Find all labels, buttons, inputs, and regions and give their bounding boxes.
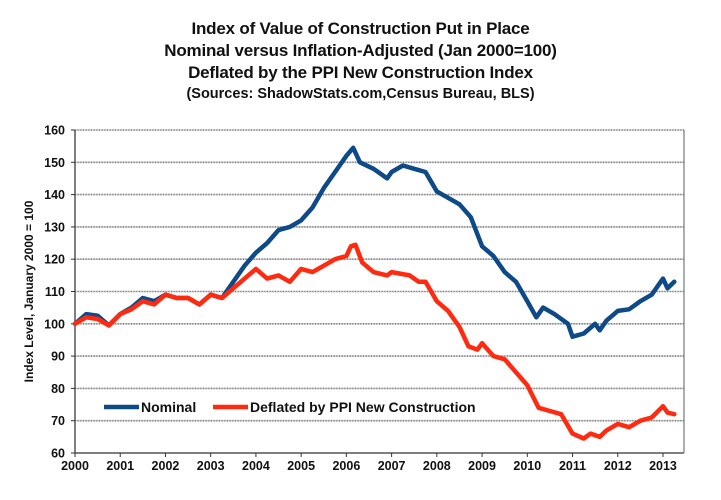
x-tick-label: 2005 (287, 459, 315, 473)
x-tick-label: 2000 (61, 459, 89, 473)
y-tick-label: 140 (44, 188, 65, 202)
y-tick-label: 90 (51, 350, 65, 364)
x-tick-label: 2012 (604, 459, 632, 473)
y-tick-label: 70 (51, 414, 65, 428)
legend: Nominal Deflated by PPI New Construction (104, 399, 476, 415)
y-tick-label: 150 (44, 156, 65, 170)
x-tick-label: 2009 (468, 459, 496, 473)
x-tick-label: 2008 (423, 459, 451, 473)
chart-title-block: Index of Value of Construction Put in Pl… (0, 18, 721, 104)
gridlines (75, 129, 684, 422)
y-axis-title: Index Level, January 2000 = 100 (22, 200, 36, 382)
chart-title-line-2: Nominal versus Inflation-Adjusted (Jan 2… (164, 41, 557, 60)
x-tick-label: 2001 (106, 459, 134, 473)
series-line-deflated (72, 242, 677, 441)
x-tick-label: 2010 (513, 459, 541, 473)
x-tick-label: 2011 (559, 459, 586, 473)
x-tick-label: 2013 (649, 459, 677, 473)
x-axis-ticks: 2000 2001 2002 2003 2004 2005 2006 2007 2008 2009… (61, 453, 677, 473)
series-lines (72, 145, 677, 441)
y-tick-label: 100 (44, 317, 65, 331)
x-tick-label: 2003 (197, 459, 225, 473)
legend-label-nominal: Nominal (141, 399, 196, 415)
chart-subtitle: (Sources: ShadowStats.com,Census Bureau,… (186, 86, 535, 102)
y-tick-label: 160 (44, 124, 65, 138)
x-tick-label: 2004 (242, 459, 270, 473)
y-tick-label: 110 (45, 285, 65, 299)
y-tick-label: 60 (51, 447, 65, 461)
chart-title-line-1: Index of Value of Construction Put in Pl… (191, 19, 530, 38)
y-tick-label: 130 (44, 220, 65, 234)
x-tick-label: 2007 (378, 459, 406, 473)
y-tick-label: 80 (51, 382, 65, 396)
y-tick-label: 120 (44, 253, 65, 267)
x-tick-label: 2002 (152, 459, 180, 473)
series-line-nominal (72, 145, 677, 339)
chart-title-line-3: Deflated by the PPI New Construction Ind… (188, 63, 533, 82)
y-axis-ticks: 60 70 80 90 100 110 120 130 140 150 160 (44, 124, 75, 461)
legend-label-deflated: Deflated by PPI New Construction (250, 399, 476, 415)
x-tick-label: 2006 (332, 459, 360, 473)
